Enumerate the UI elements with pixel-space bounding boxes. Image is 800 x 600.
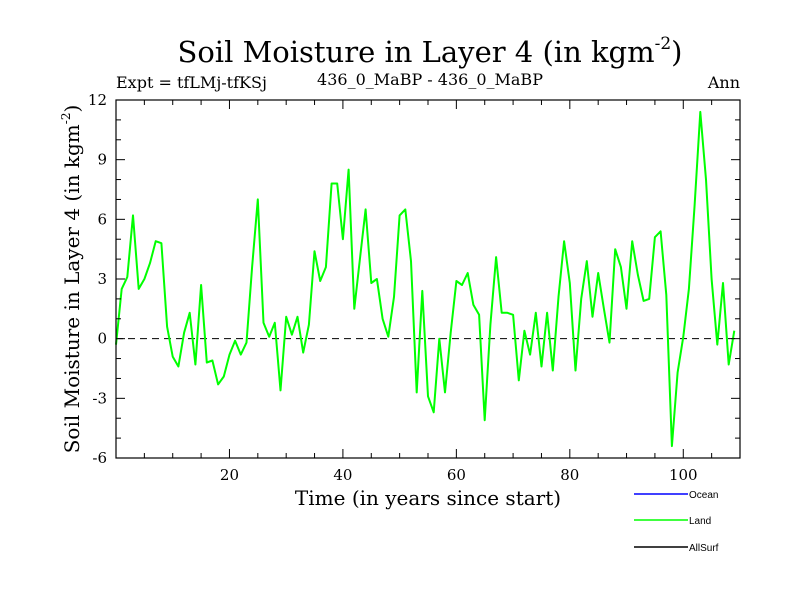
x-tick-label: 40 xyxy=(333,466,352,484)
legend-label-allsurf: AllSurf xyxy=(689,543,719,554)
y-tick-label: 6 xyxy=(97,210,107,228)
x-tick-label: 80 xyxy=(560,466,579,484)
legend: Ocean Land AllSurf xyxy=(634,490,719,554)
subtitle-experiment: Expt = tfLMj-tfKSj xyxy=(116,73,267,92)
subtitle-period: 436_0_MaBP - 436_0_MaBP xyxy=(317,70,543,89)
series-line-land xyxy=(115,110,736,448)
y-tick-label: 3 xyxy=(97,270,107,288)
legend-label-ocean: Ocean xyxy=(689,490,718,501)
x-axis-label: Time (in years since start) xyxy=(295,486,561,510)
plot-frame xyxy=(115,99,741,459)
y-axis-label: Soil Moisture in Layer 4 (in kgm-2) xyxy=(59,105,84,454)
x-tick-label: 60 xyxy=(447,466,466,484)
y-tick-label: -3 xyxy=(92,389,107,407)
chart-title: Soil Moisture in Layer 4 (in kgm-2) xyxy=(177,34,682,69)
x-tick-label: 100 xyxy=(669,466,698,484)
y-tick-label: 12 xyxy=(88,91,107,109)
legend-label-land: Land xyxy=(689,516,711,527)
x-tick-label: 20 xyxy=(220,466,239,484)
y-tick-label: 0 xyxy=(97,330,107,348)
y-tick-label: -6 xyxy=(92,449,107,467)
subtitle-season: Ann xyxy=(707,73,740,92)
y-tick-label: 9 xyxy=(97,151,107,169)
